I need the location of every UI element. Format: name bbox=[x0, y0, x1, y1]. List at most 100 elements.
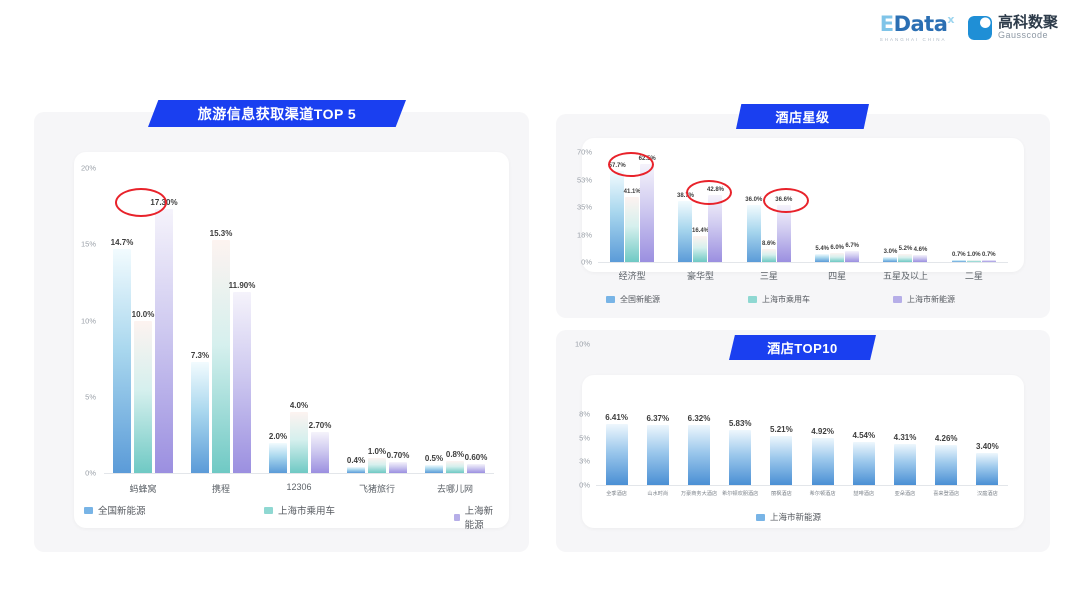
chart-travel-info-channels: 20% 15% 10% 5% 0% 14.7% 10.0% 17.30% 蚂蜂窝 7.3% 15.3… bbox=[81, 164, 494, 531]
bar[interactable]: 5.4% bbox=[815, 246, 830, 262]
bar[interactable]: 4.92% bbox=[811, 427, 834, 485]
bar[interactable]: 0.5% bbox=[425, 454, 443, 473]
bar[interactable]: 4.6% bbox=[913, 247, 928, 262]
legend-item[interactable]: 全国新能源 bbox=[606, 294, 660, 305]
bar-group: 36.0% 8.6% 36.6% bbox=[735, 152, 803, 262]
chart-title-hotel-top10: 酒店TOP10 bbox=[729, 335, 876, 360]
bar[interactable]: 0.7% bbox=[951, 252, 966, 262]
x-axis-category-label: 喆啡酒店 bbox=[853, 491, 875, 497]
legend-item[interactable]: 上海市新能源 bbox=[893, 294, 955, 305]
bar-value-label: 4.6% bbox=[913, 246, 928, 253]
bar-group: 4.54% bbox=[843, 390, 884, 485]
bar-group: 6.41% bbox=[596, 390, 637, 485]
bar-value-label: 6.7% bbox=[845, 243, 859, 250]
bar[interactable]: 0.8% bbox=[446, 450, 464, 473]
x-axis-line bbox=[596, 485, 1008, 486]
x-axis-category-label: 希尔顿酒店 bbox=[809, 491, 836, 497]
bar[interactable]: 14.7% bbox=[111, 238, 133, 473]
bar[interactable]: 7.3% bbox=[191, 351, 209, 473]
bar[interactable]: 6.7% bbox=[845, 243, 860, 262]
bar-value-label: 0.7% bbox=[981, 252, 996, 258]
legend-label: 上海新能源 bbox=[464, 506, 494, 531]
bar-value-label: 1.0% bbox=[966, 252, 981, 258]
bar-value-label: 4.54% bbox=[852, 430, 876, 440]
legend-item[interactable]: 上海市乘用车 bbox=[748, 294, 810, 305]
bar-value-label: 5.21% bbox=[770, 424, 793, 434]
bar[interactable]: 6.37% bbox=[646, 414, 669, 485]
bar[interactable]: 1.0% bbox=[368, 447, 386, 473]
legend-label: 上海市新能源 bbox=[907, 295, 955, 304]
bar[interactable]: 38.7% bbox=[677, 193, 694, 262]
bar[interactable]: 36.0% bbox=[745, 197, 762, 262]
bar[interactable]: 2.0% bbox=[269, 432, 287, 473]
bar[interactable]: 10.0% bbox=[132, 310, 154, 473]
bar[interactable]: 0.60% bbox=[465, 453, 487, 473]
bar-value-label: 5.2% bbox=[898, 245, 913, 252]
bar-group: 2.0% 4.0% 2.70% bbox=[260, 168, 338, 473]
bar-group: 5.21% bbox=[761, 390, 802, 485]
chart-title-hotel-star-rating: 酒店星级 bbox=[736, 104, 869, 129]
bar[interactable]: 0.7% bbox=[981, 252, 996, 262]
bar[interactable]: 0.4% bbox=[347, 456, 365, 473]
bar[interactable]: 1.0% bbox=[966, 252, 981, 262]
bar[interactable]: 36.6% bbox=[775, 197, 792, 262]
bar[interactable]: 42.8% bbox=[707, 187, 724, 262]
y-axis-tick: 20% bbox=[80, 163, 96, 173]
x-axis-category-label: 汉庭酒店 bbox=[977, 491, 998, 497]
bar-value-label: 8.6% bbox=[761, 240, 776, 247]
bar-value-label: 38.7% bbox=[676, 193, 694, 200]
bar[interactable]: 5.2% bbox=[898, 246, 913, 262]
bar[interactable]: 3.40% bbox=[976, 442, 999, 485]
bar[interactable]: 6.41% bbox=[605, 413, 628, 485]
y-axis-tick: 70% bbox=[576, 147, 592, 157]
bar[interactable]: 16.4% bbox=[692, 228, 709, 262]
legend-item[interactable]: 全国新能源 bbox=[84, 503, 146, 517]
bar[interactable]: 5.21% bbox=[770, 425, 793, 485]
bar[interactable]: 8.6% bbox=[761, 241, 776, 262]
bar-group: 5.4% 6.0% 6.7% bbox=[803, 152, 871, 262]
x-axis-category-label: 亚朵酒店 bbox=[894, 491, 916, 497]
bar[interactable]: 57.7% bbox=[609, 163, 626, 262]
x-axis-category-label: 蚂蜂窝 bbox=[129, 484, 157, 494]
bar[interactable]: 41.1% bbox=[624, 189, 641, 262]
bar[interactable]: 2.70% bbox=[309, 421, 331, 473]
legend-item[interactable]: 上海市新能源 bbox=[756, 511, 821, 523]
bar[interactable]: 0.70% bbox=[387, 451, 409, 473]
bar-value-label: 4.26% bbox=[934, 433, 958, 443]
x-axis-category-label: 希尔顿欢朋酒店 bbox=[722, 491, 759, 497]
gausscode-logo: 高科数聚 Gausscode bbox=[967, 15, 1058, 41]
y-axis-tick: 0% bbox=[581, 257, 592, 267]
gausscode-name-en: Gausscode bbox=[997, 30, 1049, 41]
bar[interactable]: 17.30% bbox=[150, 198, 178, 473]
bar[interactable]: 4.0% bbox=[290, 401, 308, 473]
bar[interactable]: 4.26% bbox=[935, 434, 958, 485]
bar-value-label: 14.7% bbox=[110, 237, 134, 247]
bar-group: 38.7% 16.4% 42.8% bbox=[666, 152, 734, 262]
bar[interactable]: 15.3% bbox=[210, 229, 232, 473]
bar[interactable]: 4.31% bbox=[894, 433, 916, 485]
bar[interactable]: 62.5% bbox=[639, 156, 656, 262]
legend-swatch-icon bbox=[264, 506, 273, 514]
bar[interactable]: 4.54% bbox=[852, 431, 875, 485]
bar-value-label: 6.37% bbox=[646, 413, 670, 423]
bar-group: 0.4% 1.0% 0.70% bbox=[338, 168, 416, 473]
bar-value-label: 0.4% bbox=[346, 455, 366, 465]
y-axis-tick: 3% bbox=[579, 456, 590, 466]
bar-value-label: 0.70% bbox=[386, 451, 410, 461]
legend-swatch-icon bbox=[748, 296, 757, 303]
bar-value-label: 0.8% bbox=[445, 449, 465, 459]
bar-value-label: 17.30% bbox=[150, 198, 178, 208]
x-axis-category-label: 三星 bbox=[759, 271, 778, 281]
bar-value-label: 11.90% bbox=[228, 280, 256, 290]
bar[interactable]: 5.83% bbox=[729, 419, 752, 485]
bar[interactable]: 6.32% bbox=[688, 414, 710, 485]
bar-value-label: 36.0% bbox=[745, 197, 763, 204]
legend-item[interactable]: 上海市乘用车 bbox=[264, 503, 335, 517]
bar-value-label: 15.3% bbox=[209, 228, 233, 238]
bar-group: 14.7% 10.0% 17.30% bbox=[104, 168, 182, 473]
bar[interactable]: 3.0% bbox=[883, 249, 898, 262]
bar[interactable]: 11.90% bbox=[229, 281, 255, 473]
legend-item[interactable]: 上海新能源 bbox=[454, 503, 494, 531]
bar[interactable]: 6.0% bbox=[830, 245, 845, 262]
bar-group: 57.7% 41.1% 62.5% bbox=[598, 152, 666, 262]
